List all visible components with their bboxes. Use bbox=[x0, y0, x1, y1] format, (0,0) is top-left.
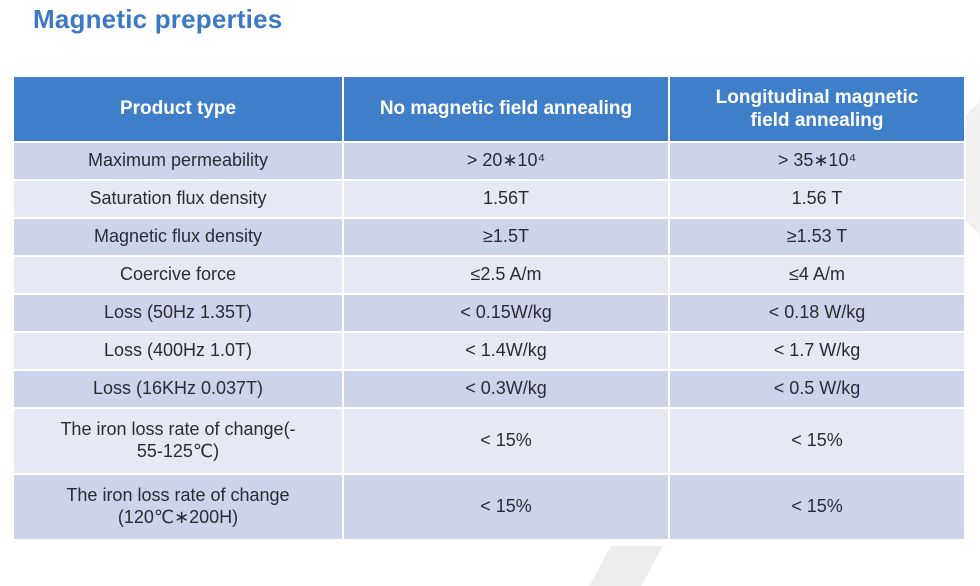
value-longitudinal: < 15% bbox=[670, 409, 964, 473]
table-row: Saturation flux density 1.56T 1.56 T bbox=[14, 181, 964, 217]
row-label: The iron loss rate of change (120℃∗200H) bbox=[14, 475, 342, 539]
table-row: Magnetic flux density ≥1.5T ≥1.53 T bbox=[14, 219, 964, 255]
value-longitudinal: < 0.18 W/kg bbox=[670, 295, 964, 331]
value-longitudinal: < 15% bbox=[670, 475, 964, 539]
column-header-no-annealing: No magnetic field annealing bbox=[344, 77, 668, 141]
value-no-annealing: < 1.4W/kg bbox=[344, 333, 668, 369]
table-row: Loss (400Hz 1.0T) < 1.4W/kg < 1.7 W/kg bbox=[14, 333, 964, 369]
table-row: The iron loss rate of change(- 55-125℃) … bbox=[14, 409, 964, 473]
table-row: Coercive force ≤2.5 A/m ≤4 A/m bbox=[14, 257, 964, 293]
value-no-annealing: < 15% bbox=[344, 475, 668, 539]
bottom-accent-shape bbox=[589, 546, 663, 586]
column-header-product-type: Product type bbox=[14, 77, 342, 141]
row-label: The iron loss rate of change(- 55-125℃) bbox=[14, 409, 342, 473]
value-longitudinal: ≤4 A/m bbox=[670, 257, 964, 293]
row-label: Maximum permeability bbox=[14, 143, 342, 179]
row-label: Coercive force bbox=[14, 257, 342, 293]
value-longitudinal: < 1.7 W/kg bbox=[670, 333, 964, 369]
value-longitudinal: 1.56 T bbox=[670, 181, 964, 217]
row-label: Magnetic flux density bbox=[14, 219, 342, 255]
row-label: Loss (16KHz 0.037T) bbox=[14, 371, 342, 407]
value-no-annealing: < 0.15W/kg bbox=[344, 295, 668, 331]
table-row: Loss (16KHz 0.037T) < 0.3W/kg < 0.5 W/kg bbox=[14, 371, 964, 407]
table-row: Maximum permeability > 20∗10⁴ > 35∗10⁴ bbox=[14, 143, 964, 179]
value-no-annealing: 1.56T bbox=[344, 181, 668, 217]
value-longitudinal: < 0.5 W/kg bbox=[670, 371, 964, 407]
table-row: Loss (50Hz 1.35T) < 0.15W/kg < 0.18 W/kg bbox=[14, 295, 964, 331]
value-longitudinal: > 35∗10⁴ bbox=[670, 143, 964, 179]
value-no-annealing: < 15% bbox=[344, 409, 668, 473]
row-label: Loss (400Hz 1.0T) bbox=[14, 333, 342, 369]
magnetic-properties-table: Product type No magnetic field annealing… bbox=[12, 75, 966, 541]
row-label: Loss (50Hz 1.35T) bbox=[14, 295, 342, 331]
value-no-annealing: > 20∗10⁴ bbox=[344, 143, 668, 179]
column-header-longitudinal: Longitudinal magnetic field annealing bbox=[670, 77, 964, 141]
page-title: Magnetic preperties bbox=[33, 4, 283, 34]
table-row: The iron loss rate of change (120℃∗200H)… bbox=[14, 475, 964, 539]
value-no-annealing: ≤2.5 A/m bbox=[344, 257, 668, 293]
value-no-annealing: ≥1.5T bbox=[344, 219, 668, 255]
value-longitudinal: ≥1.53 T bbox=[670, 219, 964, 255]
table-header-row: Product type No magnetic field annealing… bbox=[14, 77, 964, 141]
value-no-annealing: < 0.3W/kg bbox=[344, 371, 668, 407]
row-label: Saturation flux density bbox=[14, 181, 342, 217]
